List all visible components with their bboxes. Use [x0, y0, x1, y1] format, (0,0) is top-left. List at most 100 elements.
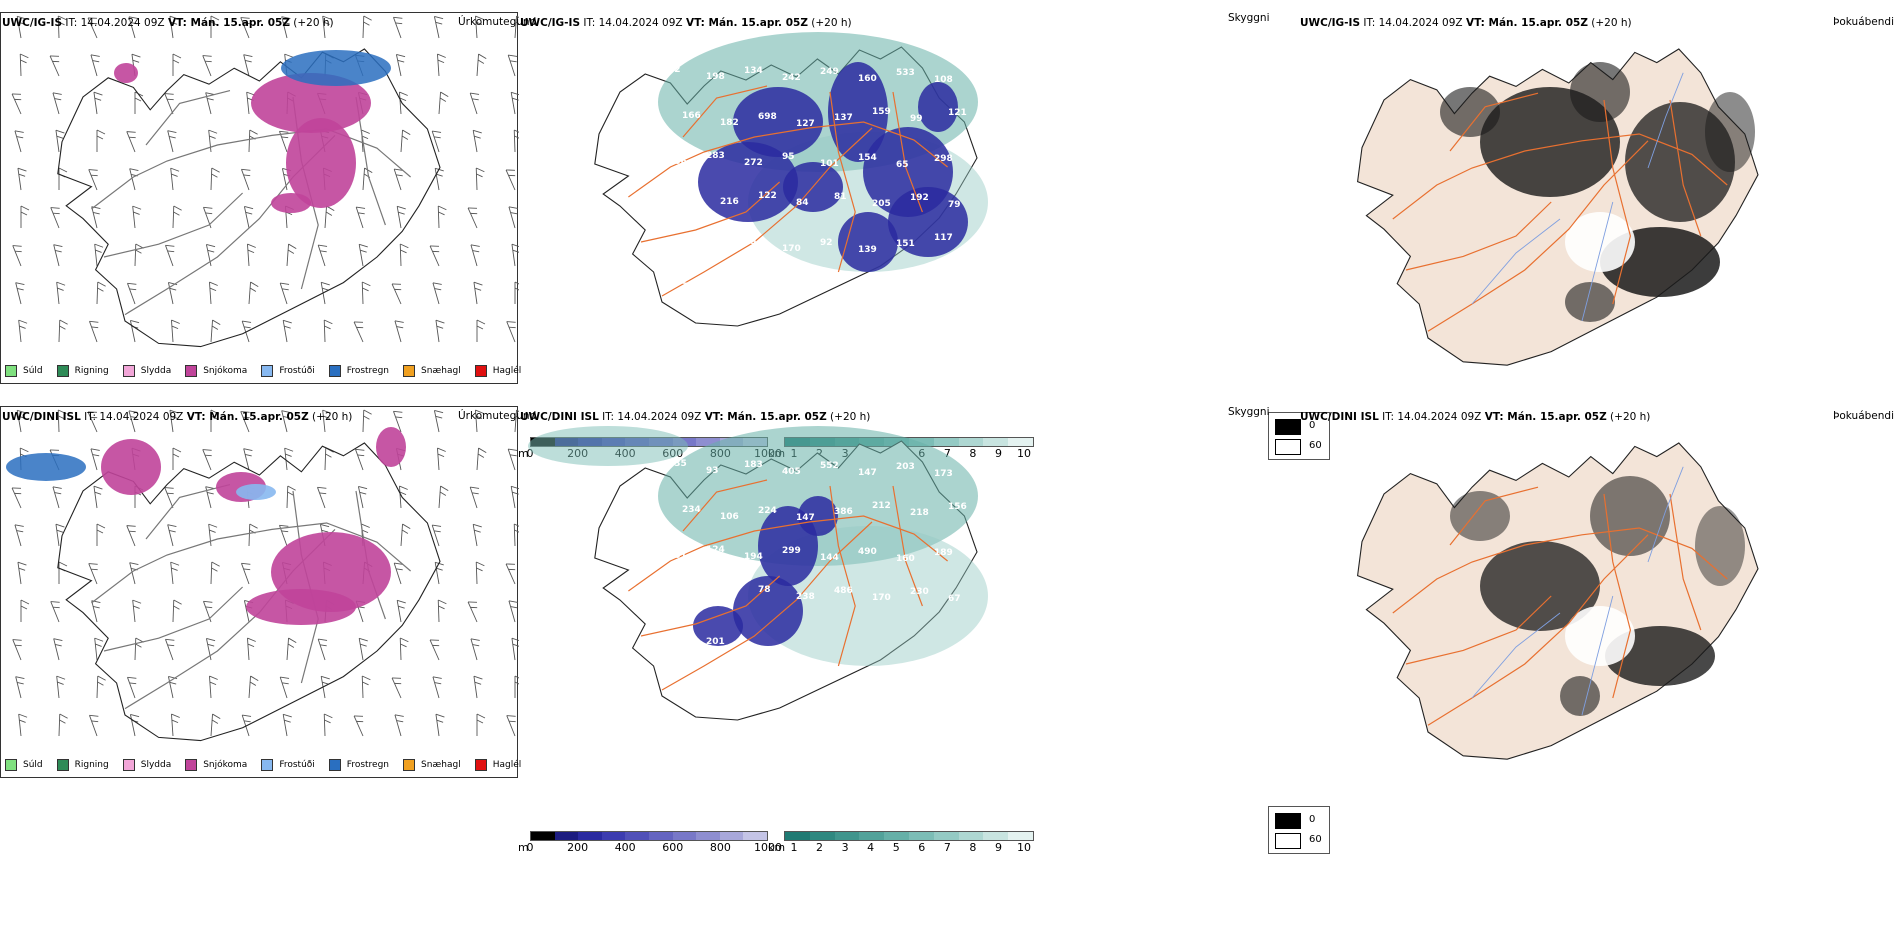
- fog-area: [1440, 87, 1500, 137]
- legend-label: Frostúði: [279, 366, 315, 376]
- legend-label: Rigning: [74, 760, 109, 770]
- cloud-base-labels: 52 198 134 242 249 160 533 108 166 182 698 127 137 15…: [668, 65, 967, 292]
- panel-title: Úrkomutegund: [458, 410, 537, 422]
- legend-item: Snjókoma: [185, 365, 247, 377]
- colorbar-cell: [531, 832, 555, 840]
- freezing-drizzle-area: [236, 484, 276, 500]
- fog-area: [1695, 506, 1745, 586]
- panel-title: Úrkomutegund: [458, 16, 537, 28]
- cloud-base-label: 142: [682, 597, 701, 607]
- rivers: [1471, 72, 1684, 322]
- colorbar-tick: 7: [943, 447, 951, 460]
- colorbar-cell: [1008, 832, 1033, 840]
- colorbar-row: [784, 831, 1034, 841]
- colorbar-cell: [933, 438, 959, 446]
- low-cloud-area: [733, 576, 803, 646]
- legend-item: Frostregn: [328, 759, 389, 771]
- cloud-base-label: 52: [668, 65, 681, 75]
- freezing-rain-area: [281, 50, 391, 86]
- snow-area: [271, 193, 311, 213]
- cloud-base-label: 405: [782, 467, 801, 477]
- legend-item: Snæhagl: [403, 365, 461, 377]
- cloud-base-label: 156: [948, 502, 967, 512]
- legend-label: Snæhagl: [421, 366, 461, 376]
- precip-legend: Súld Rigning Slydda Snjókoma Frostúði Frostre…: [5, 759, 521, 771]
- fog-header: UWC/IG-IS IT: 14.04.2024 09Z VT: Mán. 15…: [1300, 16, 1632, 30]
- snow-area: [376, 427, 406, 467]
- legend-label: Slydda: [140, 366, 172, 376]
- precip-panel: Súld Rigning Slydda Snjókoma Frostúði Frostre…: [0, 406, 521, 778]
- cloud-base-label: 247: [720, 591, 739, 601]
- cloud-base-label: 159: [872, 107, 891, 117]
- precip-header: UWC/IG-IS IT: 14.04.2024 09Z VT: Mán. 15…: [2, 16, 334, 30]
- fog-legend: 0 60: [1268, 412, 1330, 460]
- cloud-base-label: 170: [872, 593, 891, 603]
- fog-area: [1565, 282, 1615, 322]
- cloud-base-label: 238: [796, 592, 815, 602]
- cloud-base-label: 201: [706, 637, 725, 647]
- cloud-base-label: 224: [758, 506, 777, 516]
- cloud-base-label: 127: [796, 119, 815, 129]
- colorbar-cell: [958, 832, 984, 840]
- cloud-base-label: 175: [682, 203, 701, 213]
- lead-time: (+20 h): [293, 17, 334, 29]
- legend-item: Frostúði: [261, 759, 315, 771]
- cloud-base-label: 166: [682, 111, 701, 121]
- legend-item: Haglél: [474, 759, 521, 771]
- cloud-header: UWC/IG-IS IT: 14.04.2024 09Z VT: Mán. 15…: [520, 16, 852, 30]
- cloud-base-label: 134: [744, 66, 763, 76]
- lead-time: (+20 h): [1610, 411, 1651, 423]
- cloud-base-label: 183: [744, 460, 763, 470]
- fog-low-swatch: [1275, 419, 1301, 435]
- legend-swatch: [474, 759, 487, 771]
- legend-swatch: [261, 759, 274, 771]
- cloud-base-label: 160: [858, 74, 877, 84]
- cloud-base-label: 635: [668, 459, 687, 469]
- colorbar-tick: 7: [943, 841, 951, 854]
- colorbar-tick: 1: [790, 841, 798, 854]
- legend-swatch: [474, 365, 487, 377]
- cloud-base-label: 170: [782, 244, 801, 254]
- model-name: UWC/IG-IS: [2, 17, 63, 29]
- cloud-base-label: 121: [948, 108, 967, 118]
- fog-low-label: 0: [1309, 420, 1316, 431]
- legend-label: Slydda: [140, 760, 172, 770]
- cloud-base-label: 272: [744, 158, 763, 168]
- road-network: [628, 479, 948, 691]
- fog-low-swatch: [1275, 813, 1301, 829]
- snow-area: [251, 73, 371, 133]
- legend-label: Súld: [23, 366, 43, 376]
- cloud-base-label: 65: [896, 160, 909, 170]
- cloud-base-label: 93: [706, 243, 719, 253]
- cloud-base-label: 84: [796, 198, 809, 208]
- init-time: IT: 14.04.2024 09Z: [84, 411, 184, 423]
- colorbar-cell: [554, 832, 579, 840]
- snow-area: [246, 589, 356, 625]
- colorbar-row: [530, 831, 768, 841]
- snow-area: [114, 63, 138, 83]
- legend-swatch: [56, 365, 69, 377]
- road-network: [628, 85, 948, 297]
- coastline: [57, 48, 441, 348]
- panel-title: Þokuábendi: [1833, 16, 1894, 28]
- colorbar-ticks: 1 2 3 4 5 6 7 8 9 10: [784, 841, 1034, 855]
- colorbar-cell: [834, 832, 860, 840]
- legend-item: Rigning: [56, 365, 109, 377]
- fog-header: UWC/DINI ISL IT: 14.04.2024 09Z VT: Mán.…: [1300, 410, 1650, 424]
- cloud-base-label: 99: [910, 114, 923, 124]
- cloud-base-label: 173: [934, 469, 953, 479]
- legend-label: Súld: [23, 760, 43, 770]
- fog-map: [1356, 48, 1759, 366]
- cloud-base-label: 192: [910, 193, 929, 203]
- cloud-base-label: 218: [910, 508, 929, 518]
- fog-area: [1570, 62, 1630, 122]
- cloud-base-label: 93: [706, 466, 719, 476]
- legend-swatch: [185, 759, 198, 771]
- colorbar-cell: [648, 832, 673, 840]
- low-cloud-area: [888, 187, 968, 257]
- colorbar-ticks: 0 200 400 600 800 1000: [527, 841, 783, 855]
- freezing-rain-area: [6, 453, 86, 481]
- fog-area: [1560, 676, 1600, 716]
- wind-barbs: [11, 409, 519, 737]
- colorbar-cell: [908, 832, 934, 840]
